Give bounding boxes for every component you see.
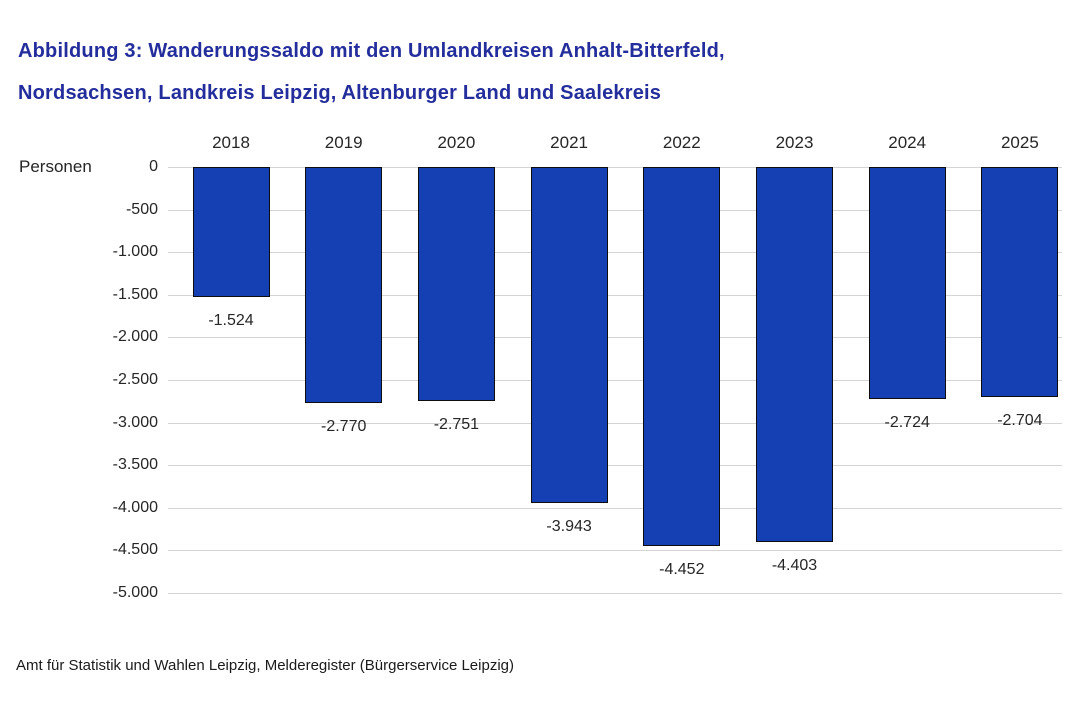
gridline <box>168 209 1062 211</box>
gridline <box>168 422 1062 424</box>
y-axis-tick-label: -1.000 <box>112 243 158 261</box>
y-axis-tick-label: 0 <box>149 158 158 175</box>
bar-2025 <box>981 167 1059 398</box>
x-axis-category-label: 2021 <box>550 133 588 152</box>
y-axis-tick-label: -2.000 <box>112 328 158 346</box>
figure-title: Abbildung 3: Wanderungssaldo mit den Uml… <box>18 30 725 114</box>
gridline <box>168 593 1062 594</box>
gridline <box>168 252 1062 254</box>
y-axis-tick-label: -1.500 <box>112 285 158 303</box>
y-axis-unit-label: Personen <box>19 157 92 176</box>
bar-2019 <box>305 167 383 403</box>
bar-value-label: -2.724 <box>884 414 930 432</box>
bar-value-label: -2.770 <box>321 418 367 435</box>
x-axis-category-label: 2023 <box>775 133 814 152</box>
x-axis-category-label: 2019 <box>324 133 363 152</box>
gridline <box>168 337 1062 339</box>
bar-2022 <box>643 167 721 547</box>
y-axis-tick-label: -5.000 <box>112 584 158 601</box>
x-axis-category-label: 2024 <box>888 133 927 152</box>
gridline <box>168 465 1062 467</box>
bar-value-label: -3.943 <box>546 517 592 535</box>
bar-value-label: -2.704 <box>997 412 1043 430</box>
bar-value-label: -1.524 <box>208 311 254 329</box>
bar-2021 <box>530 167 608 503</box>
y-axis-tick-label: -4.000 <box>112 498 158 516</box>
bar-2024 <box>868 167 946 400</box>
bar-2023 <box>756 167 833 543</box>
x-axis-category-label: 2020 <box>437 133 476 152</box>
bar-value-label: -4.452 <box>659 561 705 579</box>
y-axis-tick-label: -2.500 <box>112 371 158 388</box>
y-axis-tick-label: -500 <box>125 200 158 218</box>
gridline <box>168 550 1062 552</box>
y-axis-tick-label: -4.500 <box>112 541 158 559</box>
bar-2020 <box>417 167 495 402</box>
bar-value-label: -4.403 <box>771 557 818 575</box>
gridline <box>168 167 1062 168</box>
x-axis-category-label: 2018 <box>212 133 250 152</box>
y-axis-tick-label: -3.000 <box>112 413 158 431</box>
y-axis-tick-label: -3.500 <box>112 456 158 474</box>
bar-value-label: -2.751 <box>433 416 480 434</box>
x-axis-category-label: 2022 <box>662 133 701 152</box>
bar-2018 <box>192 167 270 297</box>
figure-title-line-2: Nordsachsen, Landkreis Leipzig, Altenbur… <box>18 82 662 104</box>
gridline <box>168 507 1062 509</box>
gridline <box>168 380 1062 381</box>
x-axis-category-label: 2025 <box>1000 133 1039 152</box>
gridline <box>168 294 1062 296</box>
figure-title-line-1: Abbildung 3: Wanderungssaldo mit den Uml… <box>18 40 725 62</box>
source-note: Amt für Statistik und Wahlen Leipzig, Me… <box>16 657 514 674</box>
